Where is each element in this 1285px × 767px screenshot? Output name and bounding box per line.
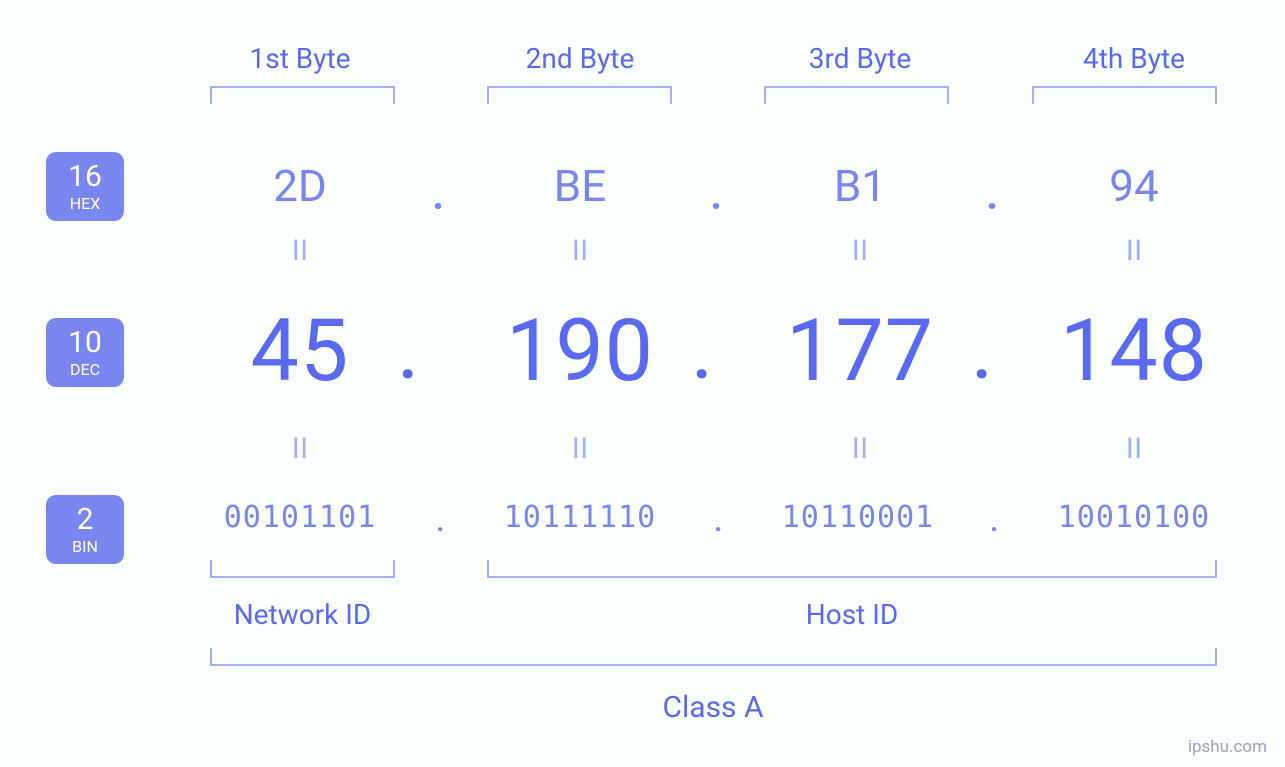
badge-hex: 16 HEX xyxy=(46,152,124,221)
dec-val-2: 190 xyxy=(450,300,710,401)
bin-val-4: 10010100 xyxy=(1024,500,1244,535)
badge-dec: 10 DEC xyxy=(46,318,124,387)
byte-label-4: 4th Byte xyxy=(1034,42,1234,75)
eq-hex-dec-1: II xyxy=(280,234,320,268)
hex-dot-2: . xyxy=(710,168,723,220)
badge-bin: 2 BIN xyxy=(46,495,124,564)
dec-val-4: 148 xyxy=(1004,300,1264,401)
bin-dot-3: . xyxy=(990,504,999,539)
bracket-class xyxy=(210,648,1217,666)
eq-dec-bin-2: II xyxy=(560,432,600,466)
eq-dec-bin-1: II xyxy=(280,432,320,466)
badge-bin-lbl: BIN xyxy=(46,537,124,556)
badge-hex-num: 16 xyxy=(46,162,124,192)
hex-val-3: B1 xyxy=(760,160,960,212)
eq-dec-bin-3: II xyxy=(840,432,880,466)
watermark: ipshu.com xyxy=(1188,737,1267,757)
bin-dot-2: . xyxy=(714,504,723,539)
dec-dot-1: . xyxy=(398,311,418,396)
bracket-top-4 xyxy=(1032,86,1217,104)
badge-dec-num: 10 xyxy=(46,328,124,358)
network-id-label: Network ID xyxy=(210,598,395,631)
hex-dot-3: . xyxy=(986,168,999,220)
bracket-host-id xyxy=(487,560,1217,578)
bin-val-3: 10110001 xyxy=(748,500,968,535)
bin-dot-1: . xyxy=(436,504,445,539)
dec-dot-3: . xyxy=(972,311,992,396)
dec-dot-2: . xyxy=(692,311,712,396)
bracket-top-1 xyxy=(210,86,395,104)
hex-dot-1: . xyxy=(432,168,445,220)
bin-val-1: 00101101 xyxy=(190,500,410,535)
badge-bin-num: 2 xyxy=(46,505,124,535)
bracket-network-id xyxy=(210,560,395,578)
eq-hex-dec-3: II xyxy=(840,234,880,268)
byte-label-3: 3rd Byte xyxy=(760,42,960,75)
byte-label-1: 1st Byte xyxy=(200,42,400,75)
badge-dec-lbl: DEC xyxy=(46,360,124,379)
dec-val-1: 45 xyxy=(170,300,430,401)
eq-dec-bin-4: II xyxy=(1114,432,1154,466)
bracket-top-2 xyxy=(487,86,672,104)
hex-val-2: BE xyxy=(480,160,680,212)
eq-hex-dec-4: II xyxy=(1114,234,1154,268)
dec-val-3: 177 xyxy=(730,300,990,401)
class-label: Class A xyxy=(613,690,813,725)
bracket-top-3 xyxy=(764,86,949,104)
badge-hex-lbl: HEX xyxy=(46,194,124,213)
host-id-label: Host ID xyxy=(487,598,1217,631)
bin-val-2: 10111110 xyxy=(470,500,690,535)
hex-val-1: 2D xyxy=(200,160,400,212)
eq-hex-dec-2: II xyxy=(560,234,600,268)
byte-label-2: 2nd Byte xyxy=(480,42,680,75)
hex-val-4: 94 xyxy=(1034,160,1234,212)
